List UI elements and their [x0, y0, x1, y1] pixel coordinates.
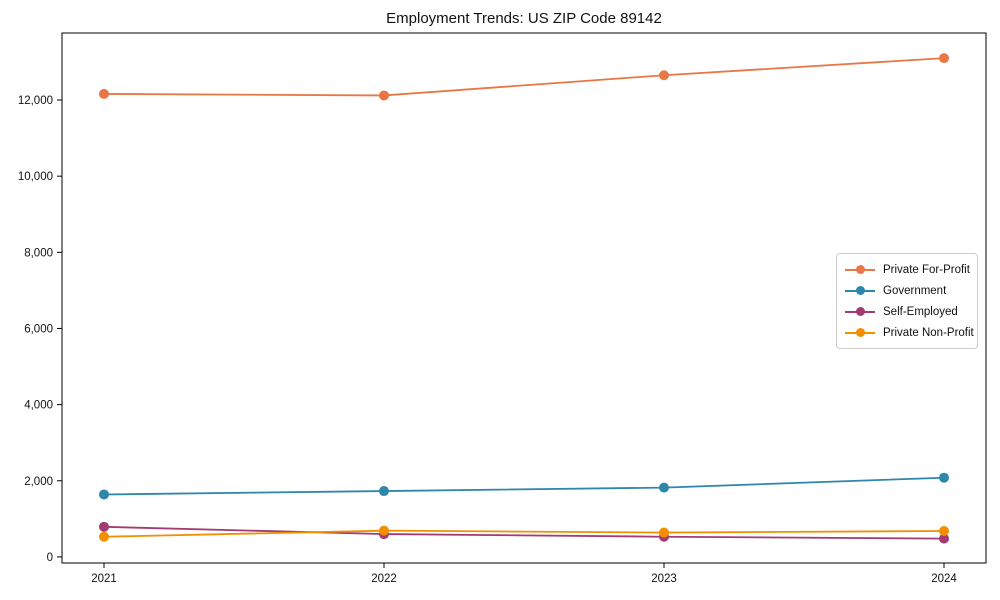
- data-point-marker: [939, 53, 949, 64]
- x-tick-label: 2022: [371, 573, 397, 585]
- data-point-marker: [939, 526, 949, 537]
- x-tick-label: 2023: [651, 573, 677, 585]
- y-tick-label: 10,000: [18, 171, 53, 183]
- x-tick-label: 2021: [91, 573, 117, 585]
- x-tick-label: 2024: [931, 573, 957, 585]
- legend-marker-government: [845, 286, 875, 295]
- data-point-marker: [379, 90, 389, 101]
- series-line-Government: [103, 476, 945, 496]
- legend-dot-icon: [855, 328, 865, 337]
- legend-item-private-for-profit: Private For-Profit: [845, 260, 970, 280]
- data-point-marker: [99, 521, 109, 532]
- legend-label: Government: [883, 284, 947, 297]
- series-line-Self-Employed: [103, 525, 945, 540]
- data-point-marker: [659, 527, 669, 538]
- data-point-marker: [659, 482, 669, 493]
- legend-marker-private-non-profit: [845, 328, 875, 337]
- data-point-marker: [99, 88, 109, 99]
- series-line-Private For-Profit: [103, 57, 945, 97]
- legend-marker-private-for-profit: [845, 265, 875, 274]
- legend-dot-icon: [855, 307, 865, 316]
- legend-dot-icon: [855, 265, 865, 274]
- series-line-Private Non-Profit: [103, 529, 945, 538]
- data-point-marker: [99, 489, 109, 500]
- data-point-marker: [379, 525, 389, 536]
- legend-item-self-employed: Self-Employed: [845, 302, 969, 322]
- legend-label: Private For-Profit: [883, 263, 970, 276]
- y-tick-label: 4,000: [24, 400, 53, 412]
- y-tick-label: 0: [47, 552, 53, 564]
- data-point-marker: [379, 486, 389, 497]
- data-point-marker: [659, 70, 669, 81]
- y-tick-label: 2,000: [24, 476, 53, 488]
- y-tick-label: 6,000: [24, 323, 53, 335]
- legend-item-government: Government: [845, 281, 969, 301]
- y-tick-label: 8,000: [24, 247, 53, 259]
- legend-marker-self-employed: [845, 307, 875, 316]
- legend: Private For-Profit Government Self-Emplo…: [836, 253, 978, 349]
- chart-title: Employment Trends: US ZIP Code 89142: [386, 10, 662, 27]
- legend-label: Self-Employed: [883, 305, 958, 318]
- legend-dot-icon: [855, 286, 865, 295]
- data-point-marker: [939, 472, 949, 483]
- data-point-marker: [939, 533, 949, 544]
- data-point-marker: [99, 531, 109, 542]
- y-tick-label: 12,000: [18, 95, 53, 107]
- legend-label: Private Non-Profit: [883, 326, 974, 339]
- axes-box: [61, 32, 987, 564]
- legend-item-private-non-profit: Private Non-Profit: [845, 323, 974, 343]
